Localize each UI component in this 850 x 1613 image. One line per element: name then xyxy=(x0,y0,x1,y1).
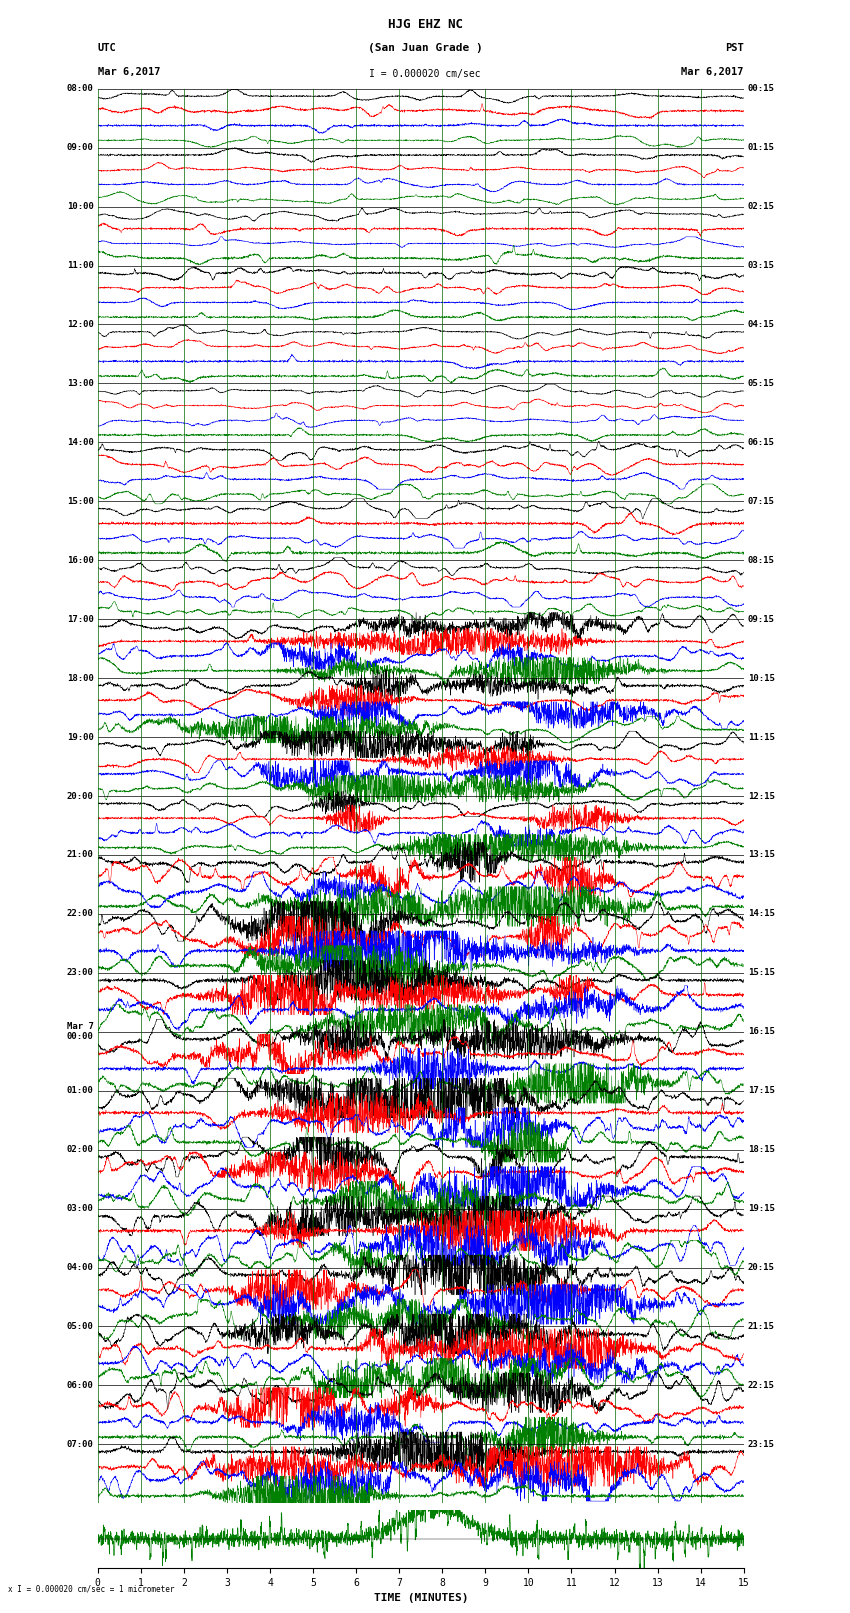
Text: 15:00: 15:00 xyxy=(66,497,94,506)
Text: x I = 0.000020 cm/sec = 1 micrometer: x I = 0.000020 cm/sec = 1 micrometer xyxy=(8,1584,175,1594)
Text: 20:15: 20:15 xyxy=(748,1263,775,1273)
Text: 04:00: 04:00 xyxy=(66,1263,94,1273)
Text: Mar 7
00:00: Mar 7 00:00 xyxy=(66,1023,94,1042)
Text: 16:00: 16:00 xyxy=(66,556,94,565)
Text: I = 0.000020 cm/sec: I = 0.000020 cm/sec xyxy=(369,69,481,79)
Text: 01:15: 01:15 xyxy=(748,144,775,152)
Text: 09:00: 09:00 xyxy=(66,144,94,152)
Text: 07:00: 07:00 xyxy=(66,1440,94,1448)
Text: 09:15: 09:15 xyxy=(748,615,775,624)
Text: 18:15: 18:15 xyxy=(748,1145,775,1155)
Text: 15:15: 15:15 xyxy=(748,968,775,977)
Text: 10:15: 10:15 xyxy=(748,674,775,682)
Text: 12:00: 12:00 xyxy=(66,319,94,329)
Text: 14:00: 14:00 xyxy=(66,437,94,447)
Text: 05:15: 05:15 xyxy=(748,379,775,387)
Text: 06:15: 06:15 xyxy=(748,437,775,447)
Text: 10:00: 10:00 xyxy=(66,202,94,211)
Text: UTC: UTC xyxy=(98,44,116,53)
Text: 04:15: 04:15 xyxy=(748,319,775,329)
Text: 07:15: 07:15 xyxy=(748,497,775,506)
Text: 14:15: 14:15 xyxy=(748,910,775,918)
Text: 03:15: 03:15 xyxy=(748,261,775,269)
Text: 03:00: 03:00 xyxy=(66,1205,94,1213)
Text: 22:15: 22:15 xyxy=(748,1381,775,1390)
Text: 23:00: 23:00 xyxy=(66,968,94,977)
Text: 02:15: 02:15 xyxy=(748,202,775,211)
Text: 05:00: 05:00 xyxy=(66,1323,94,1331)
Text: 08:15: 08:15 xyxy=(748,556,775,565)
Text: 18:00: 18:00 xyxy=(66,674,94,682)
Text: 11:00: 11:00 xyxy=(66,261,94,269)
Text: 13:15: 13:15 xyxy=(748,850,775,860)
Text: (San Juan Grade ): (San Juan Grade ) xyxy=(367,44,483,53)
Text: 19:00: 19:00 xyxy=(66,732,94,742)
Text: HJG EHZ NC: HJG EHZ NC xyxy=(388,18,462,31)
Text: 12:15: 12:15 xyxy=(748,792,775,800)
Text: 11:15: 11:15 xyxy=(748,732,775,742)
Text: 08:00: 08:00 xyxy=(66,84,94,94)
Text: 02:00: 02:00 xyxy=(66,1145,94,1155)
Text: 19:15: 19:15 xyxy=(748,1205,775,1213)
Text: 16:15: 16:15 xyxy=(748,1027,775,1036)
Text: 06:00: 06:00 xyxy=(66,1381,94,1390)
Text: 01:00: 01:00 xyxy=(66,1086,94,1095)
Text: 00:15: 00:15 xyxy=(748,84,775,94)
Text: Mar 6,2017: Mar 6,2017 xyxy=(98,68,161,77)
Text: PST: PST xyxy=(725,44,744,53)
X-axis label: TIME (MINUTES): TIME (MINUTES) xyxy=(373,1594,468,1603)
Text: 21:00: 21:00 xyxy=(66,850,94,860)
Text: 21:15: 21:15 xyxy=(748,1323,775,1331)
Text: 17:00: 17:00 xyxy=(66,615,94,624)
Text: 20:00: 20:00 xyxy=(66,792,94,800)
Text: 22:00: 22:00 xyxy=(66,910,94,918)
Text: 13:00: 13:00 xyxy=(66,379,94,387)
Text: Mar 6,2017: Mar 6,2017 xyxy=(681,68,744,77)
Text: 17:15: 17:15 xyxy=(748,1086,775,1095)
Text: 23:15: 23:15 xyxy=(748,1440,775,1448)
